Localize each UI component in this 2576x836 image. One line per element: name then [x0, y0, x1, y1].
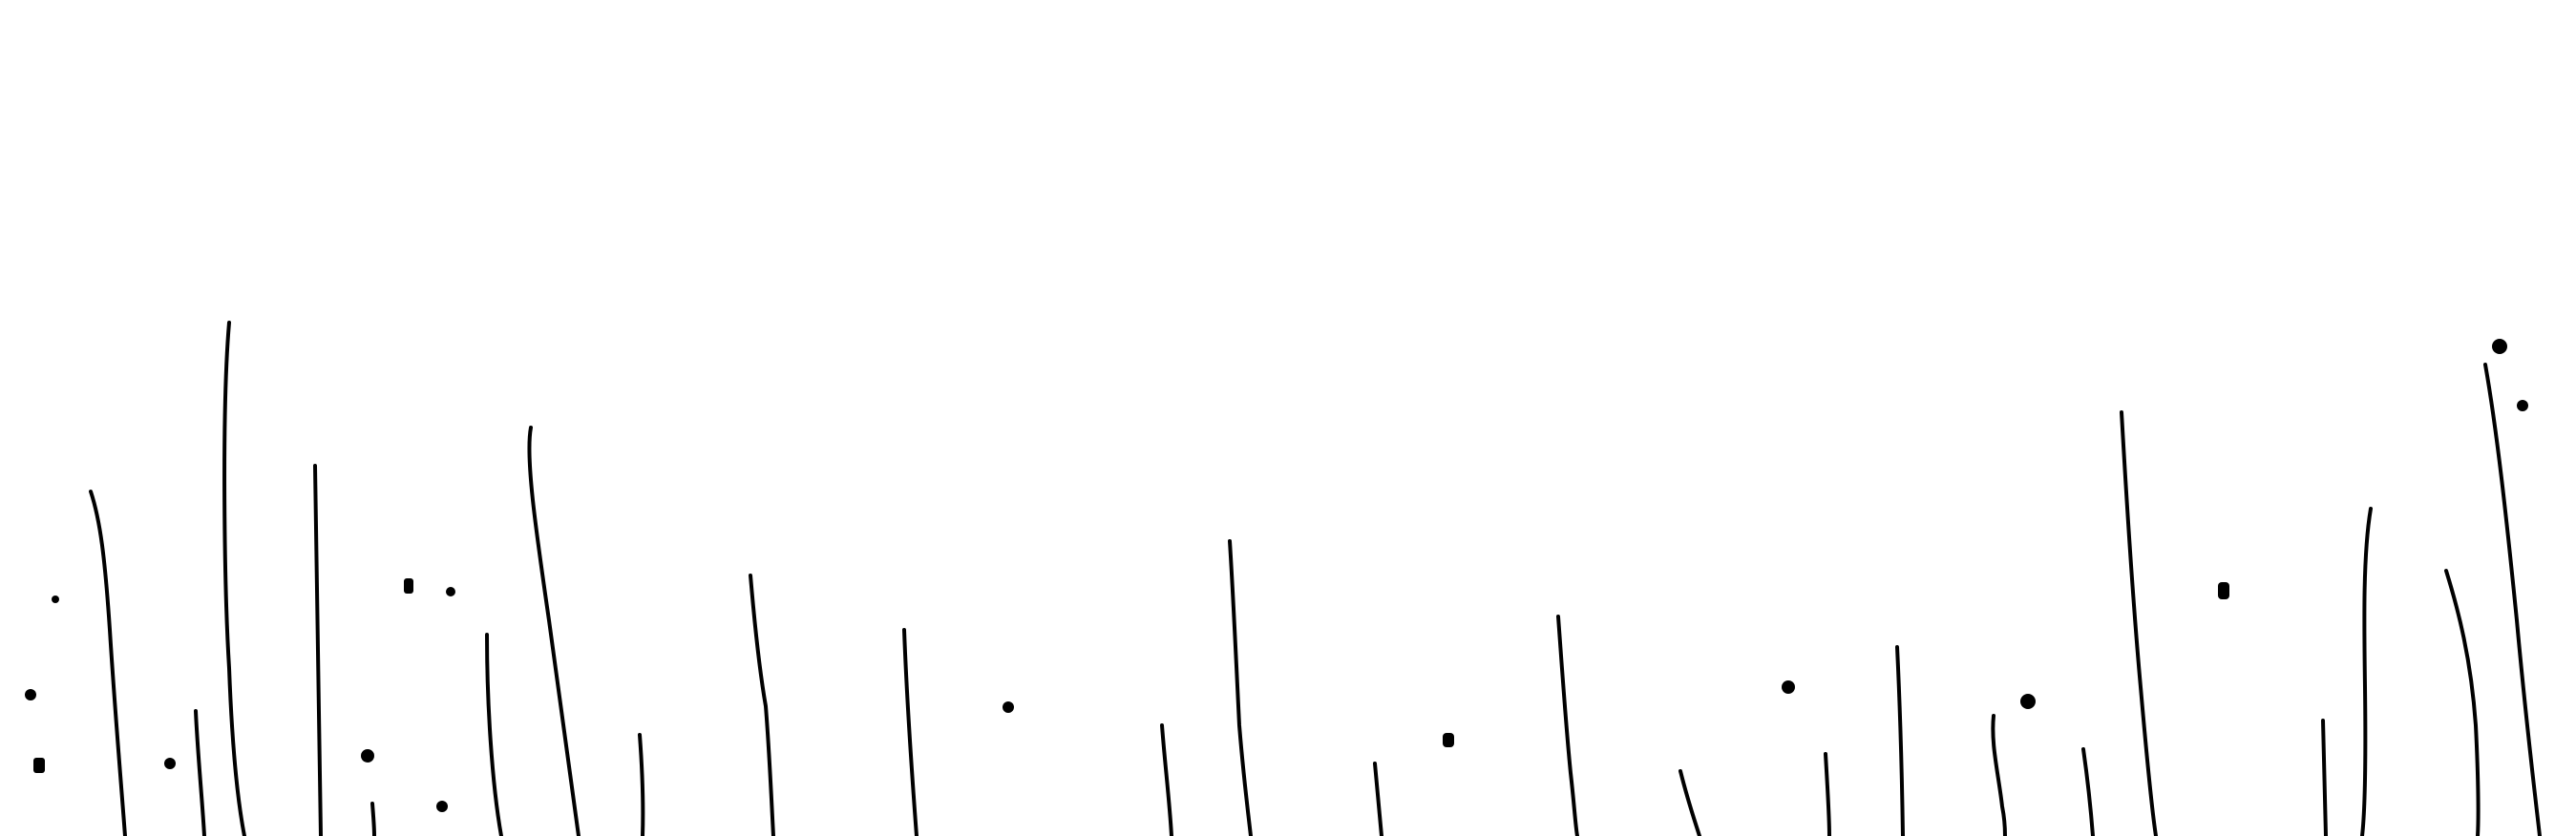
dot-10 — [1443, 733, 1454, 747]
stroke-2 — [194, 709, 206, 836]
dot-7 — [361, 749, 374, 763]
stroke-17 — [1895, 645, 1905, 836]
stroke-10 — [902, 628, 918, 836]
vertical-strokes — [89, 321, 2542, 836]
stroke-14 — [1556, 615, 1579, 836]
stroke-9 — [749, 574, 775, 836]
dot-4 — [164, 758, 176, 769]
stroke-20 — [2120, 410, 2158, 836]
stroke-11 — [1160, 723, 1173, 836]
stroke-6 — [527, 426, 581, 836]
stroke-18 — [1991, 714, 2007, 836]
dot-8 — [436, 801, 448, 812]
dot-5 — [404, 578, 413, 594]
stroke-4 — [313, 464, 323, 836]
stroke-7 — [485, 633, 503, 836]
dot-15 — [2517, 400, 2528, 411]
dot-13 — [2218, 582, 2229, 599]
dot-3 — [33, 758, 45, 773]
stroke-19 — [2081, 747, 2095, 836]
dot-1 — [52, 596, 59, 603]
stroke-8 — [638, 733, 645, 836]
stroke-5 — [370, 802, 376, 836]
dot-6 — [446, 587, 455, 596]
stroke-16 — [1824, 752, 1831, 836]
stroke-21 — [2321, 719, 2328, 836]
dot-11 — [1782, 680, 1795, 694]
dot-9 — [1003, 701, 1014, 713]
dot-12 — [2020, 694, 2036, 709]
stroke-23 — [2444, 569, 2481, 836]
dot-14 — [2492, 339, 2507, 354]
stroke-12 — [1228, 539, 1253, 836]
stroke-13 — [1373, 762, 1383, 836]
stroke-24 — [2483, 363, 2542, 836]
dot-2 — [25, 689, 36, 700]
stroke-3 — [222, 321, 246, 836]
stroke-22 — [2360, 507, 2373, 836]
dots — [25, 339, 2528, 812]
stroke-1 — [89, 490, 127, 836]
stroke-15 — [1679, 769, 1701, 836]
